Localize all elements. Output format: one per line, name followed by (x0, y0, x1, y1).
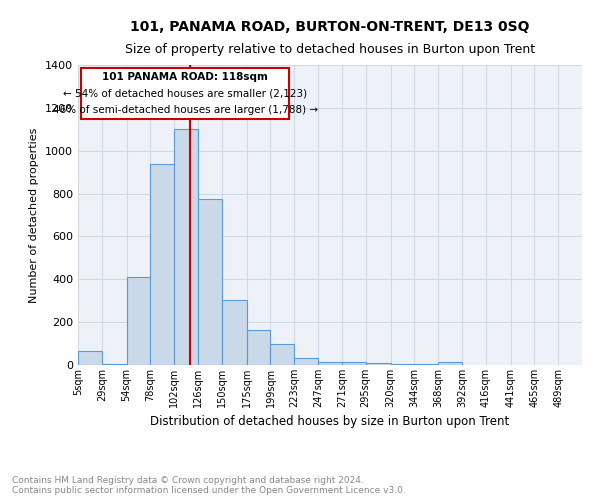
Bar (151, 164, 174, 365)
X-axis label: Distribution of detached houses by size in Burton upon Trent: Distribution of detached houses by size … (151, 416, 509, 428)
Text: 101, PANAMA ROAD, BURTON-ON-TRENT, DE13 0SQ: 101, PANAMA ROAD, BURTON-ON-TRENT, DE13 … (130, 20, 530, 34)
Bar (222, 300, 247, 365)
Text: 46% of semi-detached houses are larger (1,788) →: 46% of semi-detached houses are larger (… (53, 105, 318, 115)
Bar (271, 344, 294, 365)
Bar (342, 362, 366, 365)
Text: Size of property relative to detached houses in Burton upon Trent: Size of property relative to detached ho… (125, 42, 535, 56)
FancyBboxPatch shape (81, 68, 289, 118)
Bar (318, 362, 342, 365)
Bar (174, 130, 198, 365)
Bar (391, 364, 415, 365)
Y-axis label: Number of detached properties: Number of detached properties (29, 128, 40, 302)
Bar (102, 364, 127, 365)
Text: 101 PANAMA ROAD: 118sqm: 101 PANAMA ROAD: 118sqm (102, 72, 268, 82)
Text: ← 54% of detached houses are smaller (2,123): ← 54% of detached houses are smaller (2,… (63, 88, 307, 99)
Text: Contains HM Land Registry data © Crown copyright and database right 2024.
Contai: Contains HM Land Registry data © Crown c… (12, 476, 406, 495)
Bar (198, 199, 222, 365)
Bar (415, 364, 438, 365)
Bar (127, 277, 151, 365)
Bar (247, 330, 271, 365)
Bar (294, 358, 318, 365)
Bar (438, 362, 462, 365)
Bar (78, 351, 102, 365)
Bar (366, 363, 391, 365)
